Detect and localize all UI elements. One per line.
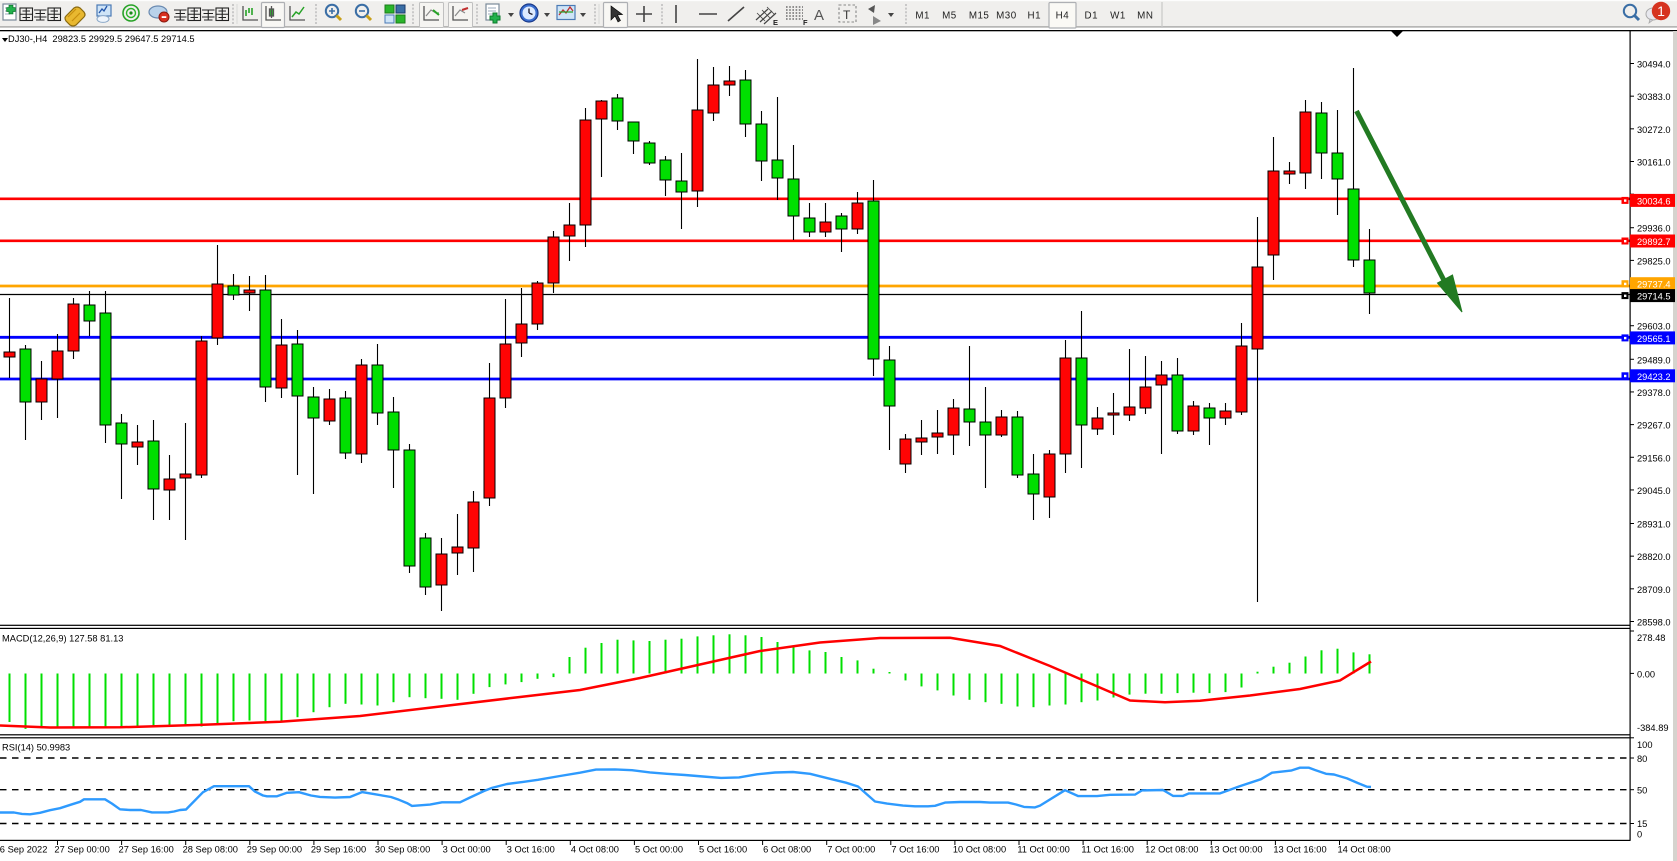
svg-text:29603.0: 29603.0	[1637, 322, 1671, 332]
svg-text:MACD(12,26,9) 127.58 81.13: MACD(12,26,9) 127.58 81.13	[2, 634, 123, 644]
svg-text:5 Oct 16:00: 5 Oct 16:00	[699, 845, 747, 855]
svg-text:28 Sep 08:00: 28 Sep 08:00	[183, 845, 238, 855]
svg-text:3 Oct 00:00: 3 Oct 00:00	[443, 845, 491, 855]
svg-text:14 Oct 08:00: 14 Oct 08:00	[1337, 845, 1390, 855]
svg-text:0: 0	[1637, 830, 1642, 840]
svg-text:W1: W1	[1110, 11, 1126, 22]
svg-text:DJ30-,H4 29823.5 29929.5 2964: DJ30-,H4 29823.5 29929.5 29647.5 29714.5	[8, 34, 195, 44]
svg-text:28820.0: 28820.0	[1637, 552, 1671, 562]
svg-text:E: E	[773, 18, 778, 27]
svg-text:M1: M1	[915, 11, 930, 22]
svg-text:100: 100	[1637, 740, 1653, 750]
svg-text:H4: H4	[1056, 11, 1070, 22]
svg-text:30494.0: 30494.0	[1637, 60, 1671, 70]
svg-text:29936.0: 29936.0	[1637, 224, 1671, 234]
svg-text:29 Sep 00:00: 29 Sep 00:00	[247, 845, 302, 855]
svg-text:MN: MN	[1137, 11, 1153, 22]
svg-text:29892.7: 29892.7	[1637, 237, 1671, 247]
svg-text:30 Sep 08:00: 30 Sep 08:00	[375, 845, 430, 855]
svg-text:12 Oct 08:00: 12 Oct 08:00	[1145, 845, 1198, 855]
svg-text:30272.0: 30272.0	[1637, 125, 1671, 135]
svg-text:M15: M15	[969, 11, 990, 22]
svg-text:D1: D1	[1085, 11, 1099, 22]
svg-text:28709.0: 28709.0	[1637, 585, 1671, 595]
svg-text:29737.4: 29737.4	[1637, 280, 1671, 290]
svg-text:29378.0: 29378.0	[1637, 388, 1671, 398]
svg-text:50: 50	[1637, 786, 1647, 796]
svg-text:29423.2: 29423.2	[1637, 372, 1671, 382]
svg-text:29156.0: 29156.0	[1637, 453, 1671, 463]
svg-text:5 Oct 00:00: 5 Oct 00:00	[635, 845, 683, 855]
svg-text:10 Oct 08:00: 10 Oct 08:00	[953, 845, 1006, 855]
svg-text:7 Oct 16:00: 7 Oct 16:00	[891, 845, 939, 855]
svg-text:13 Oct 16:00: 13 Oct 16:00	[1273, 845, 1326, 855]
svg-text:1: 1	[1657, 3, 1665, 19]
svg-text:3 Oct 16:00: 3 Oct 16:00	[507, 845, 555, 855]
svg-text:28598.0: 28598.0	[1637, 617, 1671, 627]
svg-text:A: A	[814, 7, 824, 24]
svg-text:26 Sep 2022: 26 Sep 2022	[0, 845, 47, 855]
svg-text:27 Sep 16:00: 27 Sep 16:00	[119, 845, 174, 855]
svg-text:30161.0: 30161.0	[1637, 158, 1671, 168]
svg-text:15: 15	[1637, 819, 1647, 829]
svg-text:28931.0: 28931.0	[1637, 519, 1671, 529]
svg-text:278.48: 278.48	[1637, 633, 1665, 643]
svg-text:29825.0: 29825.0	[1637, 256, 1671, 266]
svg-text:RSI(14) 50.9983: RSI(14) 50.9983	[2, 743, 70, 753]
svg-text:F: F	[803, 18, 808, 27]
svg-text:29 Sep 16:00: 29 Sep 16:00	[311, 845, 366, 855]
svg-text:29267.0: 29267.0	[1637, 421, 1671, 431]
svg-text:27 Sep 00:00: 27 Sep 00:00	[54, 845, 109, 855]
svg-text:4 Oct 08:00: 4 Oct 08:00	[571, 845, 619, 855]
svg-text:29489.0: 29489.0	[1637, 355, 1671, 365]
svg-text:30034.6: 30034.6	[1637, 196, 1671, 206]
svg-text:80: 80	[1637, 754, 1647, 764]
svg-text:13 Oct 00:00: 13 Oct 00:00	[1209, 845, 1262, 855]
svg-text:29714.5: 29714.5	[1637, 292, 1671, 302]
svg-text:-384.89: -384.89	[1637, 723, 1669, 733]
svg-text:M5: M5	[942, 11, 957, 22]
svg-text:H1: H1	[1028, 11, 1042, 22]
svg-text:0.00: 0.00	[1637, 669, 1655, 679]
svg-text:11 Oct 16:00: 11 Oct 16:00	[1081, 845, 1134, 855]
svg-text:11 Oct 00:00: 11 Oct 00:00	[1017, 845, 1070, 855]
svg-text:30383.0: 30383.0	[1637, 92, 1671, 102]
svg-text:M30: M30	[996, 11, 1017, 22]
svg-text:29565.1: 29565.1	[1637, 334, 1671, 344]
svg-text:29045.0: 29045.0	[1637, 486, 1671, 496]
svg-text:6 Oct 08:00: 6 Oct 08:00	[763, 845, 811, 855]
svg-text:7 Oct 00:00: 7 Oct 00:00	[827, 845, 875, 855]
svg-text:T: T	[843, 8, 851, 22]
